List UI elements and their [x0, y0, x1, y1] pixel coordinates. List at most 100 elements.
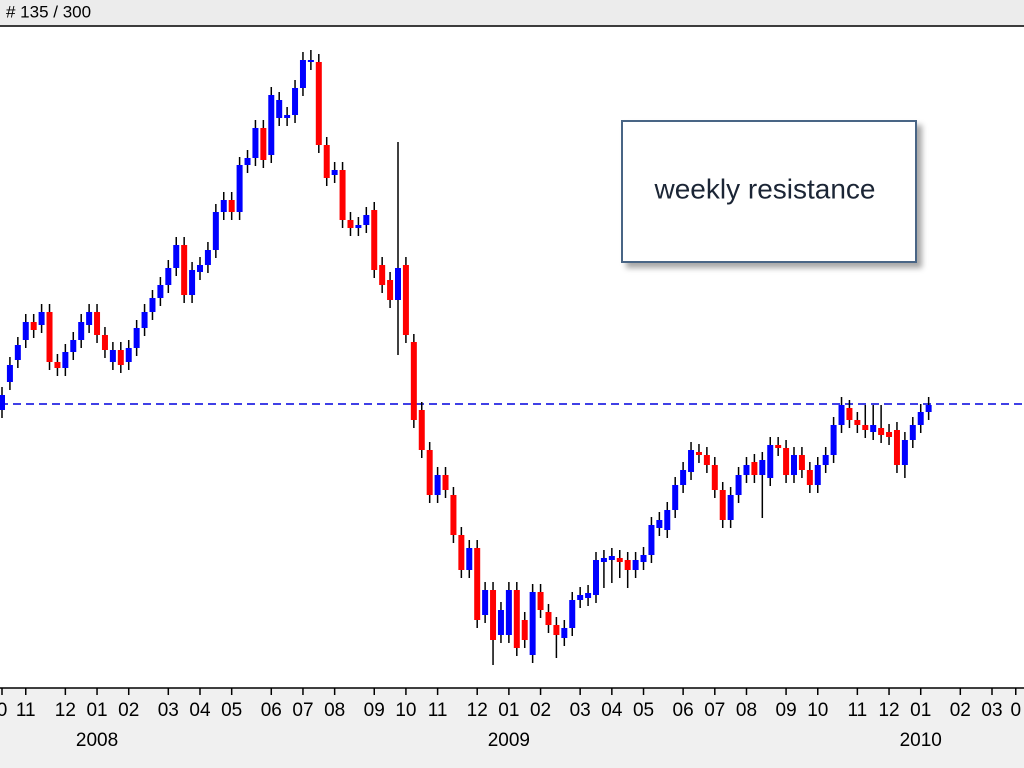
candle-body — [616, 558, 623, 562]
candle-body — [482, 590, 489, 615]
candle-body — [268, 95, 275, 155]
candle-body — [846, 408, 853, 420]
candle-body — [157, 285, 164, 298]
candle-body — [450, 495, 457, 535]
candle-body — [767, 445, 774, 478]
candle-body — [94, 312, 101, 335]
candle-body — [165, 268, 172, 285]
candle-body — [125, 348, 132, 362]
x-tick-label: 10 — [807, 700, 828, 721]
candle-body — [822, 455, 829, 465]
x-tick-label: 05 — [221, 700, 242, 721]
candle-body — [204, 250, 211, 265]
x-tick-label: 02 — [118, 700, 139, 721]
candle-body — [434, 475, 441, 495]
plot — [0, 50, 1024, 665]
x-tick-label: 06 — [673, 700, 694, 721]
candle-body — [537, 592, 544, 610]
x-tick-label: 08 — [736, 700, 757, 721]
x-tick-label: 01 — [498, 700, 519, 721]
candle-body — [719, 490, 726, 520]
candle-body — [101, 335, 108, 350]
annotation-box — [621, 120, 917, 263]
candle-body — [371, 210, 378, 270]
x-tick-label: 07 — [292, 700, 313, 721]
x-tick-label: 07 — [704, 700, 725, 721]
candle-body — [284, 115, 291, 118]
x-tick-label: 03 — [570, 700, 591, 721]
candle-body — [870, 425, 877, 432]
candle-body — [402, 265, 409, 335]
candle-body — [292, 88, 299, 115]
x-tick-label: 01 — [86, 700, 107, 721]
candle-body — [109, 350, 116, 362]
counter: # 135 / 300 — [6, 2, 91, 21]
candle-body — [561, 628, 568, 638]
candle-body — [925, 405, 932, 412]
x-tick-label: 01 — [910, 700, 931, 721]
x-tick-label: 06 — [261, 700, 282, 721]
candle-body — [117, 350, 124, 365]
candle-body — [751, 462, 758, 475]
candle-body — [228, 200, 235, 212]
candle-body — [14, 345, 21, 360]
candle-body — [664, 510, 671, 530]
candle-body — [680, 470, 687, 485]
candle-body — [220, 200, 227, 212]
candle-body — [244, 158, 251, 165]
x-tick-label: 03 — [981, 700, 1002, 721]
candle-body — [212, 212, 219, 250]
candle-body — [711, 465, 718, 490]
candle-body — [260, 128, 267, 160]
annotation: weekly resistance — [654, 173, 876, 204]
x-tick-label: 0 — [1010, 700, 1021, 721]
candle-body — [197, 265, 203, 272]
x-axis-labels: 0 11 12 01 02 03 04 05 06 07 08 09 10 11 12 01 02 03 04 05 0… — [0, 688, 1021, 751]
candle-body — [315, 62, 322, 145]
candle-body — [62, 352, 69, 368]
x-tick-label: 09 — [776, 700, 797, 721]
candle-body — [806, 470, 813, 485]
candle-body — [600, 558, 607, 562]
x-tick-label: 09 — [364, 700, 385, 721]
x-tick-label: 11 — [847, 700, 867, 721]
candle-body — [521, 620, 528, 640]
candle-body — [593, 560, 599, 595]
x-tick-label: 02 — [530, 700, 551, 721]
candle-body — [307, 60, 314, 62]
candle-body — [466, 548, 473, 570]
candle-body — [78, 322, 85, 340]
candle-body — [54, 362, 61, 368]
candle-body — [854, 420, 861, 425]
candle-body — [395, 268, 401, 300]
candle-body — [189, 270, 196, 295]
x-tick-label: 12 — [55, 700, 76, 721]
x-tick-label: 04 — [189, 700, 211, 721]
year-label: 2010 — [900, 730, 942, 751]
candle-body — [497, 610, 504, 635]
candle-body — [149, 298, 156, 312]
candle-body — [299, 60, 306, 88]
candle-body — [759, 460, 766, 475]
candle-body — [553, 625, 560, 635]
candle-body — [323, 145, 330, 178]
x-tick-label: 0 — [0, 700, 7, 721]
candle-body — [901, 440, 908, 465]
candle-body — [86, 312, 93, 325]
x-tick-label: 11 — [16, 700, 36, 721]
candle-body — [893, 430, 900, 465]
candle-body — [735, 475, 742, 495]
candle-body — [276, 100, 283, 118]
candle-body — [46, 312, 53, 362]
candle-body — [569, 600, 576, 628]
candle-body — [458, 535, 465, 570]
candle-body — [830, 425, 837, 455]
candle-body — [545, 612, 552, 625]
candle-body — [529, 592, 536, 655]
candle-body — [6, 365, 13, 382]
candle-body — [181, 245, 188, 295]
candle-body — [624, 560, 631, 570]
candle-body — [133, 328, 140, 348]
candle-body — [38, 312, 45, 325]
